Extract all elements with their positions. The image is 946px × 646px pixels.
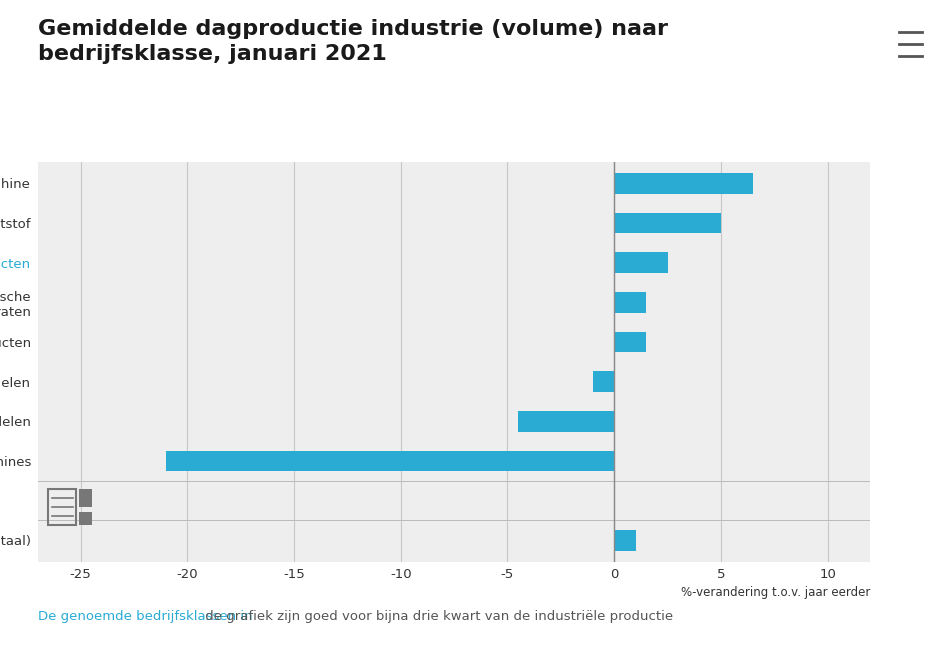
- Bar: [614, 253, 668, 273]
- Bar: [593, 371, 614, 392]
- Text: De genoemde bedrijfsklassen in: De genoemde bedrijfsklassen in: [38, 610, 253, 623]
- Text: de grafiek zijn goed voor bijna drie kwart van de industriële productie: de grafiek zijn goed voor bijna drie kwa…: [201, 610, 674, 623]
- Bar: [614, 213, 721, 233]
- Bar: [614, 292, 646, 313]
- Bar: [166, 451, 614, 471]
- X-axis label: %-verandering t.o.v. jaar eerder: %-verandering t.o.v. jaar eerder: [681, 586, 870, 599]
- Bar: [79, 512, 92, 525]
- Text: Gemiddelde dagproductie industrie (volume) naar
bedrijfsklasse, januari 2021: Gemiddelde dagproductie industrie (volum…: [38, 19, 668, 64]
- Bar: [614, 173, 753, 194]
- Bar: [518, 411, 614, 432]
- Bar: [614, 530, 636, 550]
- Bar: [614, 331, 646, 352]
- Bar: [79, 489, 92, 507]
